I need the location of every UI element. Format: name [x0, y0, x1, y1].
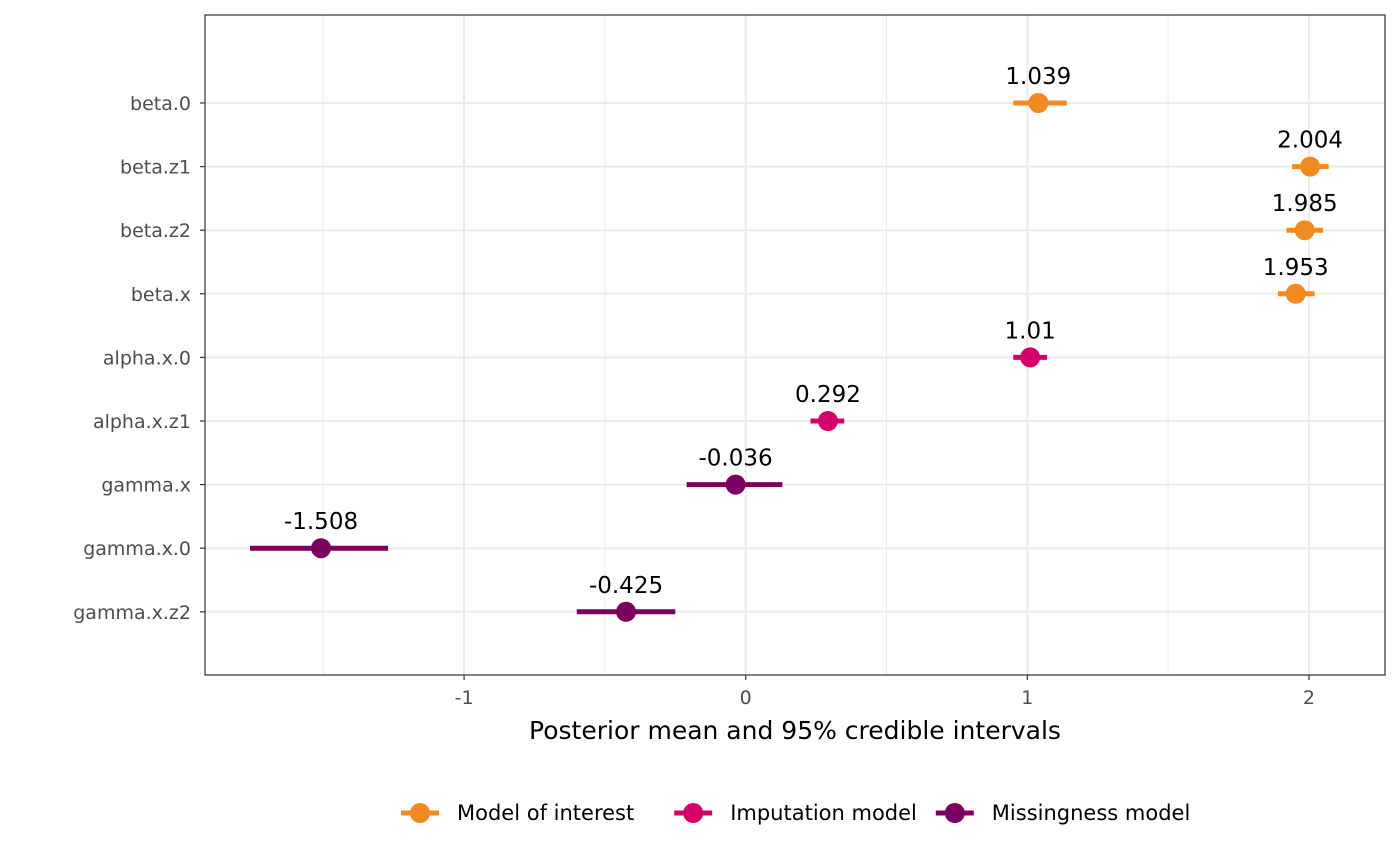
- data-label: 1.953: [1263, 255, 1329, 281]
- y-tick-label: beta.z1: [120, 157, 191, 179]
- x-tick-label: -1: [455, 687, 474, 709]
- y-tick-label: gamma.x.z2: [73, 602, 191, 624]
- legend: Model of interest Imputation model Missing…: [401, 801, 1190, 825]
- legend-key-point: [944, 803, 965, 823]
- y-tick-label: beta.z2: [120, 220, 191, 242]
- legend-label: Model of interest: [457, 801, 634, 825]
- y-tick-label: alpha.x.0: [103, 347, 191, 369]
- x-tick-label: 1: [1021, 687, 1033, 709]
- posterior-mean-point: [1028, 93, 1049, 113]
- plot-panel-border: [204, 14, 1386, 676]
- legend-key-point: [410, 803, 430, 823]
- y-tick-label: beta.x: [131, 284, 191, 306]
- legend-label: Missingness model: [992, 801, 1191, 825]
- grid-lines: [205, 15, 1385, 675]
- data-label: 1.985: [1272, 191, 1338, 217]
- data-marks: 1.039 2.004 1.985 1.953 1.01 0.292 -0.036 -1.50…: [250, 64, 1343, 622]
- data-label: 1.01: [1005, 318, 1056, 344]
- x-axis: -1 0 1 2: [455, 675, 1315, 709]
- data-label: -0.036: [698, 446, 772, 472]
- posterior-mean-point: [1300, 156, 1321, 177]
- legend-key-point: [683, 803, 704, 823]
- x-tick-label: 2: [1303, 687, 1315, 709]
- y-tick-label: beta.0: [130, 93, 191, 115]
- data-label: 0.292: [795, 382, 861, 408]
- posterior-mean-point: [817, 411, 838, 431]
- posterior-mean-point: [1285, 283, 1306, 304]
- y-tick-label: alpha.x.z1: [93, 411, 191, 433]
- y-tick-label: gamma.x.0: [83, 538, 191, 560]
- posterior-mean-point: [616, 601, 637, 622]
- posterior-mean-point: [311, 538, 332, 559]
- y-axis: beta.0 beta.z1 beta.z2 beta.x alpha.x.0 alpha…: [73, 93, 205, 624]
- data-label: 1.039: [1005, 64, 1071, 90]
- y-tick-label: gamma.x: [101, 475, 191, 497]
- posterior-mean-point: [1294, 220, 1315, 241]
- data-label: 2.004: [1277, 128, 1343, 154]
- x-tick-label: 0: [740, 687, 752, 709]
- data-label: -1.508: [284, 509, 358, 535]
- data-label: -0.425: [589, 573, 663, 599]
- x-axis-title: Posterior mean and 95% credible interval…: [529, 716, 1061, 745]
- legend-label: Imputation model: [730, 801, 917, 825]
- posterior-mean-point: [725, 474, 746, 495]
- posterior-mean-point: [1020, 347, 1041, 368]
